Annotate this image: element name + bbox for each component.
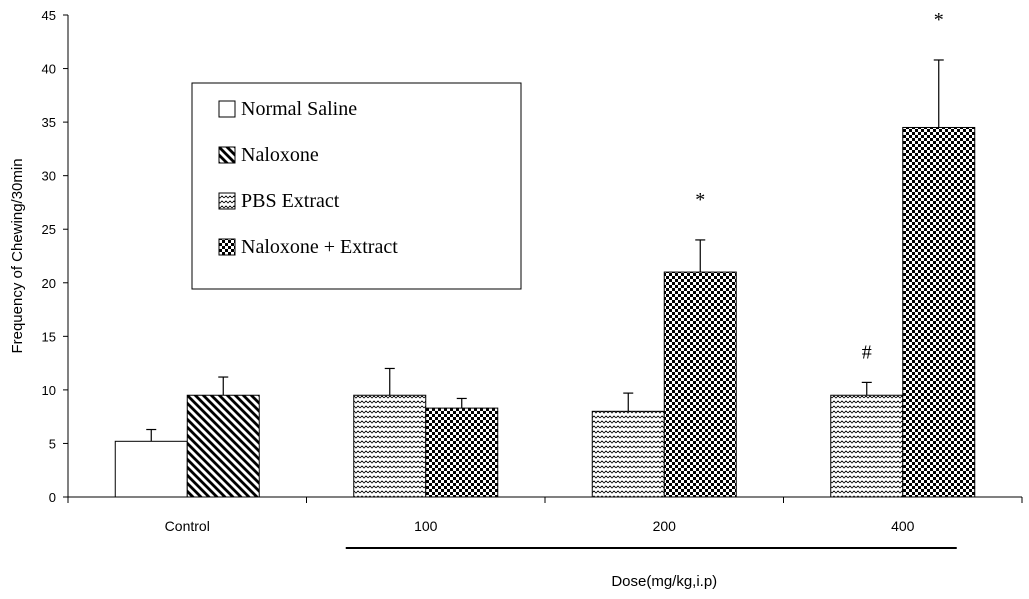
x-axis-title: Dose(mg/kg,i.p): [611, 573, 717, 590]
x-tick-label: 100: [414, 518, 438, 534]
legend-label: Naloxone + Extract: [241, 236, 398, 258]
bar: [186, 394, 260, 498]
bar: [425, 407, 499, 498]
bar: [902, 126, 976, 498]
legend: Normal Saline Naloxone PBS Extract Naloxone…: [191, 82, 522, 290]
y-tick-label: 5: [49, 436, 56, 451]
bar: [353, 394, 427, 498]
y-tick-label: 30: [42, 169, 56, 184]
significance-star: *: [934, 9, 944, 31]
legend-label: Naloxone: [241, 144, 319, 166]
legend-swatch: [218, 146, 236, 164]
legend-box: [191, 82, 522, 290]
y-tick-label: 40: [42, 62, 56, 77]
x-tick-label: 400: [891, 518, 915, 534]
y-tick-label: 0: [49, 490, 56, 505]
y-axis-title: Frequency of Chewing/30min: [9, 158, 26, 353]
bar: [663, 271, 737, 498]
legend-label: Normal Saline: [241, 98, 357, 120]
legend-label: PBS Extract: [241, 190, 340, 212]
y-tick-label: 10: [42, 383, 56, 398]
significance-star: *: [695, 189, 705, 211]
x-tick-label: Control: [165, 518, 210, 534]
y-tick-label: 15: [42, 329, 56, 344]
y-tick-label: 25: [42, 222, 56, 237]
bar: [830, 394, 904, 498]
x-tick-label: 200: [653, 518, 677, 534]
legend-swatch: [218, 100, 236, 118]
significance-hash: #: [862, 341, 872, 363]
bar: [591, 410, 665, 498]
legend-swatch: [218, 192, 236, 210]
y-tick-label: 45: [42, 8, 56, 23]
y-tick-label: 20: [42, 276, 56, 291]
y-tick-label: 35: [42, 115, 56, 130]
legend-swatch: [218, 238, 236, 256]
bar: [114, 440, 188, 498]
